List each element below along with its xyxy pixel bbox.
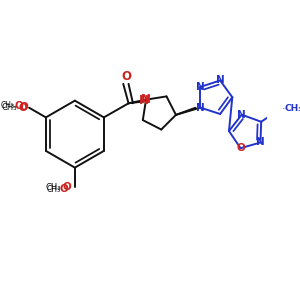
Text: methoxy: methoxy (14, 106, 20, 107)
Text: CH₃: CH₃ (1, 103, 16, 112)
Text: N: N (196, 103, 205, 112)
Text: N: N (216, 76, 224, 85)
Text: O: O (60, 184, 69, 194)
Text: CH₃: CH₃ (45, 183, 61, 192)
Text: O: O (18, 103, 27, 113)
Text: N: N (237, 110, 246, 120)
Text: CH₃: CH₃ (46, 185, 61, 194)
Text: N: N (141, 93, 151, 106)
Text: O: O (20, 102, 28, 112)
Text: O: O (121, 70, 131, 83)
Text: O: O (236, 143, 245, 153)
Text: N: N (139, 94, 148, 107)
Text: N: N (256, 137, 265, 148)
Text: methyl: methyl (283, 108, 288, 110)
Text: N: N (196, 82, 205, 92)
Text: O: O (63, 182, 71, 192)
Text: O: O (14, 101, 23, 111)
Text: CH₃: CH₃ (1, 100, 15, 109)
Text: CH₃: CH₃ (285, 104, 300, 113)
